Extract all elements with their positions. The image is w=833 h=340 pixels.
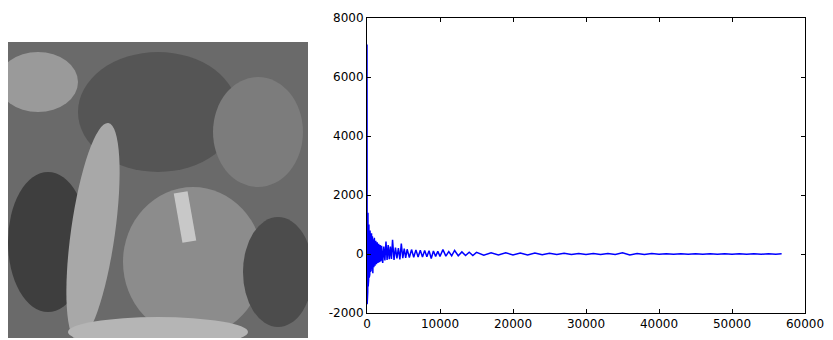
svg-text:4000: 4000 [333,129,364,143]
svg-text:10000: 10000 [421,317,459,331]
svg-text:30000: 30000 [567,317,605,331]
svg-text:50000: 50000 [713,317,751,331]
svg-text:-2000: -2000 [329,306,364,320]
svg-text:0: 0 [356,247,364,261]
svg-text:6000: 6000 [333,70,364,84]
svg-text:2000: 2000 [333,188,364,202]
svg-text:0: 0 [363,317,371,331]
svg-text:20000: 20000 [494,317,532,331]
svg-text:40000: 40000 [640,317,678,331]
svg-text:8000: 8000 [333,11,364,25]
svg-text:60000: 60000 [786,317,824,331]
